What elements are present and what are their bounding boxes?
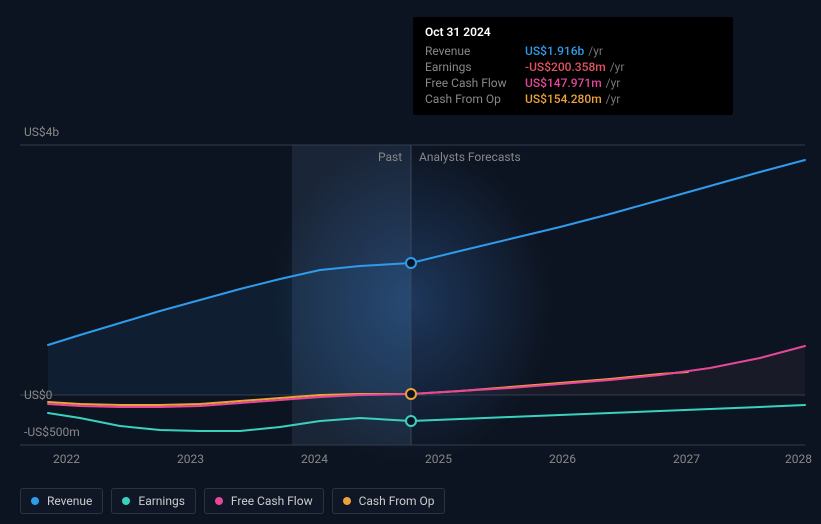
x-axis-label: 2027 <box>673 452 700 466</box>
legend-dot-icon <box>215 497 223 505</box>
financial-forecast-chart: US$4b US$0 -US$500m 2022 2023 2024 2025 2026 20… <box>0 0 821 524</box>
tooltip-row: Earnings-US$200.358m/yr <box>425 59 721 75</box>
legend-item-free-cash-flow[interactable]: Free Cash Flow <box>204 488 324 514</box>
legend-item-revenue[interactable]: Revenue <box>20 488 103 514</box>
y-axis-label: -US$500m <box>24 425 80 439</box>
tooltip-row: Free Cash FlowUS$147.971m/yr <box>425 75 721 91</box>
legend-label: Earnings <box>138 494 185 508</box>
tooltip-metric-value: US$1.916b <box>525 44 584 58</box>
tooltip-row: RevenueUS$1.916b/yr <box>425 43 721 59</box>
legend-item-earnings[interactable]: Earnings <box>111 488 196 514</box>
region-label-forecast: Analysts Forecasts <box>419 150 521 164</box>
x-axis-label: 2023 <box>177 452 204 466</box>
tooltip-metric-suffix: /yr <box>588 44 603 58</box>
chart-tooltip: Oct 31 2024 RevenueUS$1.916b/yrEarnings-… <box>413 17 733 115</box>
tooltip-metric-suffix: /yr <box>606 76 621 90</box>
legend: Revenue Earnings Free Cash Flow Cash From O… <box>20 488 445 514</box>
legend-dot-icon <box>343 497 351 505</box>
legend-label: Cash From Op <box>359 494 435 508</box>
tooltip-date: Oct 31 2024 <box>425 25 721 39</box>
legend-dot-icon <box>31 497 39 505</box>
tooltip-metric-suffix: /yr <box>610 60 625 74</box>
tooltip-metric-value: US$154.280m <box>525 92 602 106</box>
x-axis-label: 2024 <box>301 452 328 466</box>
legend-dot-icon <box>122 497 130 505</box>
tooltip-metric-label: Earnings <box>425 60 525 74</box>
tooltip-metric-suffix: /yr <box>606 92 621 106</box>
legend-item-cash-from-op[interactable]: Cash From Op <box>332 488 446 514</box>
x-axis-label: 2028 <box>785 452 812 466</box>
tooltip-metric-label: Free Cash Flow <box>425 76 525 90</box>
tooltip-metric-value: -US$200.358m <box>525 60 606 74</box>
tooltip-metric-label: Revenue <box>425 44 525 58</box>
region-label-past: Past <box>378 150 402 164</box>
legend-label: Free Cash Flow <box>231 494 313 508</box>
tooltip-metric-value: US$147.971m <box>525 76 602 90</box>
x-axis-label: 2025 <box>425 452 452 466</box>
x-axis-label: 2022 <box>53 452 80 466</box>
y-axis-label: US$0 <box>24 388 52 402</box>
tooltip-metric-label: Cash From Op <box>425 92 525 106</box>
legend-label: Revenue <box>47 494 92 508</box>
tooltip-row: Cash From OpUS$154.280m/yr <box>425 91 721 107</box>
y-axis-label: US$4b <box>24 125 59 139</box>
x-axis-label: 2026 <box>549 452 576 466</box>
